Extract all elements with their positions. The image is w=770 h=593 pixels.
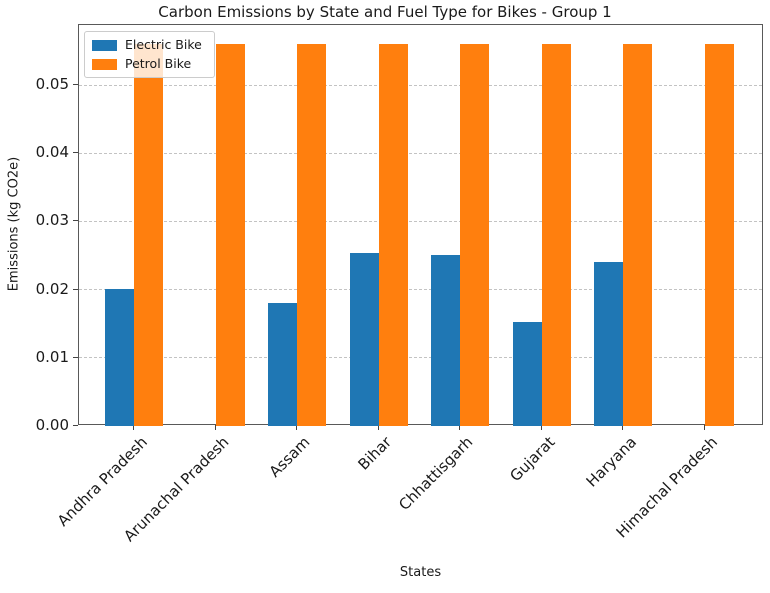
x-tick-label-bihar: Bihar (354, 433, 396, 474)
x-tick-mark (540, 425, 542, 430)
legend-item-petrol-bike: Petrol Bike (92, 57, 202, 71)
x-tick-label-assam: Assam (265, 433, 314, 481)
y-tick-mark (73, 356, 78, 358)
legend-item-electric-bike: Electric Bike (92, 38, 202, 52)
chart-title: Carbon Emissions by State and Fuel Type … (158, 3, 612, 21)
bar-electric-bike-haryana (594, 261, 623, 426)
legend-label-petrol-bike: Petrol Bike (125, 56, 192, 71)
x-tick-label-gujarat: Gujarat (506, 433, 559, 486)
y-tick-label-0.00: 0.00 (35, 416, 69, 434)
y-tick-label-0.03: 0.03 (35, 211, 69, 230)
bar-electric-bike-assam (268, 302, 297, 426)
y-tick-mark (73, 84, 78, 85)
bar-electric-bike-andhra-pradesh (105, 288, 134, 426)
y-tick-mark (73, 425, 78, 426)
gridline-0.01 (79, 357, 762, 359)
bar-petrol-bike-gujarat (541, 44, 571, 426)
x-tick-mark (296, 425, 297, 430)
bar-petrol-bike-bihar (378, 44, 408, 426)
bar-petrol-bike-arunachal-pradesh (215, 44, 245, 426)
x-tick-mark (622, 425, 623, 430)
gridline-0.05 (79, 84, 762, 86)
gridline-0.03 (79, 220, 762, 222)
x-tick-label-chhattisgarh: Chhattisgarh (395, 433, 477, 515)
legend-swatch-petrol-bike (92, 58, 117, 70)
bar-petrol-bike-haryana (623, 44, 652, 426)
bar-petrol-bike-himachal-pradesh (704, 44, 734, 426)
y-tick-mark (73, 288, 78, 290)
bar-petrol-bike-andhra-pradesh (134, 44, 163, 426)
x-tick-mark (703, 425, 705, 430)
legend: Electric Bike Petrol Bike (84, 31, 215, 78)
gridline-0.02 (79, 289, 762, 291)
x-tick-mark (133, 425, 134, 430)
bar-electric-bike-gujarat (512, 321, 542, 426)
y-tick-label-0.02: 0.02 (35, 279, 69, 298)
y-tick-mark (73, 220, 78, 222)
legend-swatch-electric-bike (92, 39, 117, 51)
x-tick-label-haryana: Haryana (582, 433, 640, 491)
gridline-0.04 (79, 152, 762, 154)
x-tick-mark (377, 425, 379, 430)
legend-label-electric-bike: Electric Bike (125, 37, 202, 52)
bar-petrol-bike-assam (297, 44, 326, 426)
bar-electric-bike-chhattisgarh (431, 254, 460, 426)
x-axis-label: States (399, 565, 442, 580)
y-tick-mark (73, 152, 78, 154)
y-tick-label-0.05: 0.05 (35, 75, 69, 93)
bar-electric-bike-bihar (349, 253, 379, 426)
x-tick-mark (459, 425, 460, 430)
bar-petrol-bike-chhattisgarh (460, 44, 489, 426)
x-tick-mark (214, 425, 216, 430)
y-tick-label-0.04: 0.04 (35, 143, 69, 162)
y-tick-label-0.01: 0.01 (35, 347, 69, 366)
plot-area: Electric Bike Petrol Bike (78, 24, 763, 426)
